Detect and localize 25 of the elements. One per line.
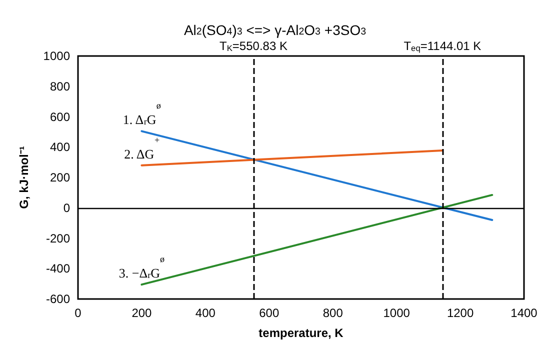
- y-tick-label: 600: [50, 110, 70, 124]
- series-label: 3. −ΔrGø: [118, 254, 165, 281]
- series-label: 2. ΔG+: [124, 134, 160, 162]
- ref-line-label: Teq=1144.01 K: [404, 39, 482, 53]
- ref-line-label: TK=550.83 K: [219, 39, 288, 53]
- x-tick-label: 0: [74, 306, 82, 320]
- y-tick-label: 400: [50, 140, 70, 154]
- y-tick-label: -600: [46, 292, 70, 306]
- x-tick-label: 1000: [383, 306, 410, 320]
- x-tick-label: 1400: [510, 306, 538, 320]
- x-axis-title: temperature, K: [258, 326, 344, 340]
- y-tick-label: 1000: [43, 49, 70, 63]
- y-tick-label: -200: [46, 231, 70, 246]
- x-tick-label: 800: [322, 306, 344, 320]
- y-tick-label: 0: [63, 200, 70, 215]
- series-label: 1. ΔrGø: [122, 100, 162, 128]
- y-tick-label: 200: [50, 170, 70, 184]
- x-tick-label: 400: [195, 306, 216, 320]
- x-tick-label: 1200: [446, 306, 474, 320]
- x-tick-label: 600: [259, 306, 280, 320]
- y-tick-label: -400: [46, 262, 70, 276]
- y-tick-label: 800: [50, 79, 70, 94]
- chart-title: Al2(SO4)3 <=> γ-Al2O3 +3SO3: [184, 22, 366, 38]
- x-tick-label: 200: [132, 306, 152, 320]
- y-axis-title: G, kJ·mol⁻¹: [17, 146, 31, 209]
